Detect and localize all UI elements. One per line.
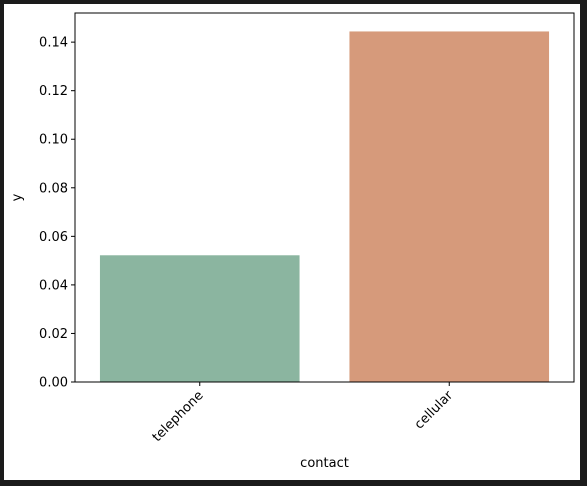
axes-frame [74,12,575,383]
x-tick-label-telephone: telephone [150,388,207,445]
y-tick-label: 0.14 [39,36,68,51]
y-tick-label: 0.10 [39,133,68,148]
bar-chart: 0.00 0.02 0.04 0.06 0.08 0.10 0.12 0.14 telepho… [10,12,575,471]
chart-figure: 0.00 0.02 0.04 0.06 0.08 0.10 0.12 0.14 telepho… [4,4,580,480]
y-axis-ticks: 0.00 0.02 0.04 0.06 0.08 0.10 0.12 0.14 [39,36,75,391]
y-tick-label: 0.08 [39,181,68,196]
x-axis-label: contact [300,456,349,471]
y-tick-label: 0.12 [39,84,68,99]
x-axis-ticks: telephone cellular [150,382,457,445]
y-tick-label: 0.06 [39,230,68,245]
y-tick-label: 0.04 [39,278,68,293]
bar-cellular [349,31,550,382]
x-tick-label-cellular: cellular [412,388,457,433]
y-tick-label: 0.02 [39,327,68,342]
bars-layer [99,31,550,382]
bar-telephone [99,255,300,382]
y-tick-label: 0.00 [39,376,68,391]
y-axis-label: y [10,193,25,201]
